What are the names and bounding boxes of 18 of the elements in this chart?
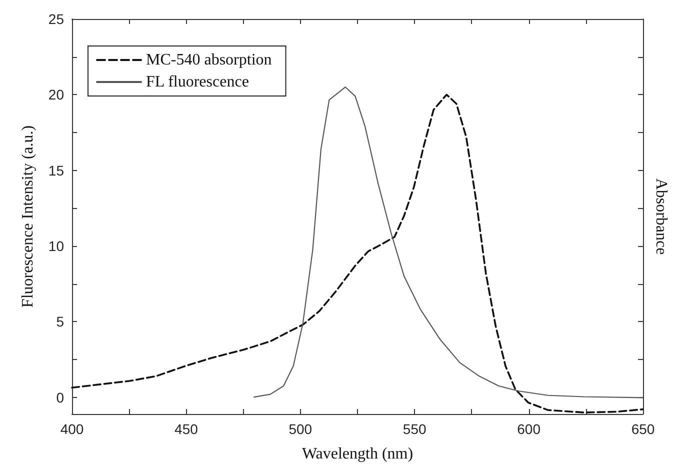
- y-tick-label: 5: [56, 314, 64, 330]
- y2-axis-title: Absorbance: [652, 178, 670, 255]
- x-axis-title: Wavelength (nm): [302, 446, 414, 462]
- y-tick-label: 15: [48, 162, 64, 178]
- line-series: [253, 86, 644, 398]
- x-tick-label: 500: [288, 421, 312, 437]
- x-tick-label: 400: [60, 421, 84, 437]
- y-tick-label: 25: [48, 11, 64, 27]
- y-tick-label: 10: [48, 238, 64, 254]
- x-tick-label: 650: [631, 421, 655, 437]
- y-tick-label: 0: [56, 389, 64, 406]
- x-tick-label: 550: [402, 421, 426, 437]
- x-tick-label: 600: [517, 421, 541, 437]
- y-tick-label: 20: [48, 86, 64, 103]
- x-tick-label: 450: [174, 421, 198, 437]
- y-axis-title: Fluorescence Intensity (a.u.): [20, 125, 36, 308]
- legend-label: FL fluorescence: [146, 74, 249, 90]
- legend-label: MC-540 absorption: [146, 52, 272, 68]
